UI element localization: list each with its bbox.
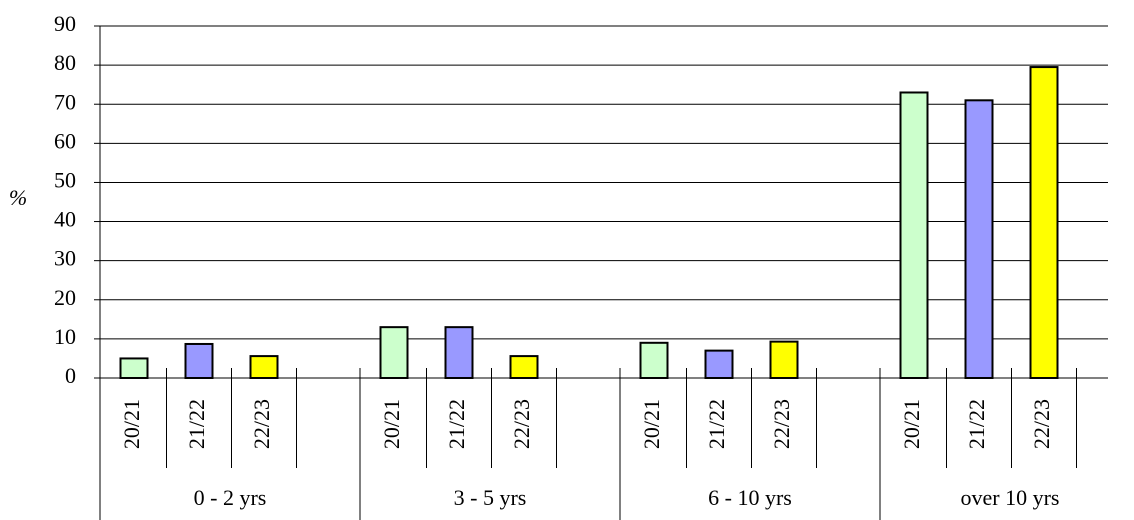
y-tick-label: 60 xyxy=(54,128,76,153)
y-tick-label: 80 xyxy=(54,50,76,75)
y-tick-label: 90 xyxy=(54,11,76,36)
x-sub-label: 22/23 xyxy=(249,399,274,449)
x-group-label: 0 - 2 yrs xyxy=(194,485,267,510)
x-sub-label: 22/23 xyxy=(1029,399,1054,449)
bar xyxy=(899,91,929,379)
x-sub-label: 21/22 xyxy=(964,399,989,449)
x-sub-label: 21/22 xyxy=(704,399,729,449)
x-group-label: 3 - 5 yrs xyxy=(454,485,527,510)
y-tick-label: 30 xyxy=(54,246,76,271)
bar xyxy=(1029,66,1059,379)
bar xyxy=(119,357,149,380)
y-tick-label: 70 xyxy=(54,89,76,114)
x-sub-label: 21/22 xyxy=(184,399,209,449)
y-tick-label: 0 xyxy=(65,363,76,388)
x-sub-label: 22/23 xyxy=(769,399,794,449)
y-tick-label: 50 xyxy=(54,167,76,192)
bar xyxy=(639,341,669,379)
bar xyxy=(249,355,279,379)
y-tick-label: 10 xyxy=(54,324,76,349)
bar xyxy=(444,326,474,379)
bar xyxy=(379,326,409,379)
y-tick-label: 40 xyxy=(54,207,76,232)
x-sub-label: 20/21 xyxy=(119,399,144,449)
y-axis-label: % xyxy=(9,185,27,210)
bar xyxy=(769,340,799,380)
bar xyxy=(964,99,994,380)
bar xyxy=(184,342,214,379)
x-sub-label: 20/21 xyxy=(899,399,924,449)
x-sub-label: 21/22 xyxy=(444,399,469,449)
bar xyxy=(704,349,734,379)
x-sub-label: 20/21 xyxy=(379,399,404,449)
x-group-label: over 10 yrs xyxy=(961,485,1060,510)
x-sub-label: 20/21 xyxy=(639,399,664,449)
y-tick-label: 20 xyxy=(54,285,76,310)
bar xyxy=(509,355,539,379)
x-sub-label: 22/23 xyxy=(509,399,534,449)
x-group-label: 6 - 10 yrs xyxy=(708,485,792,510)
